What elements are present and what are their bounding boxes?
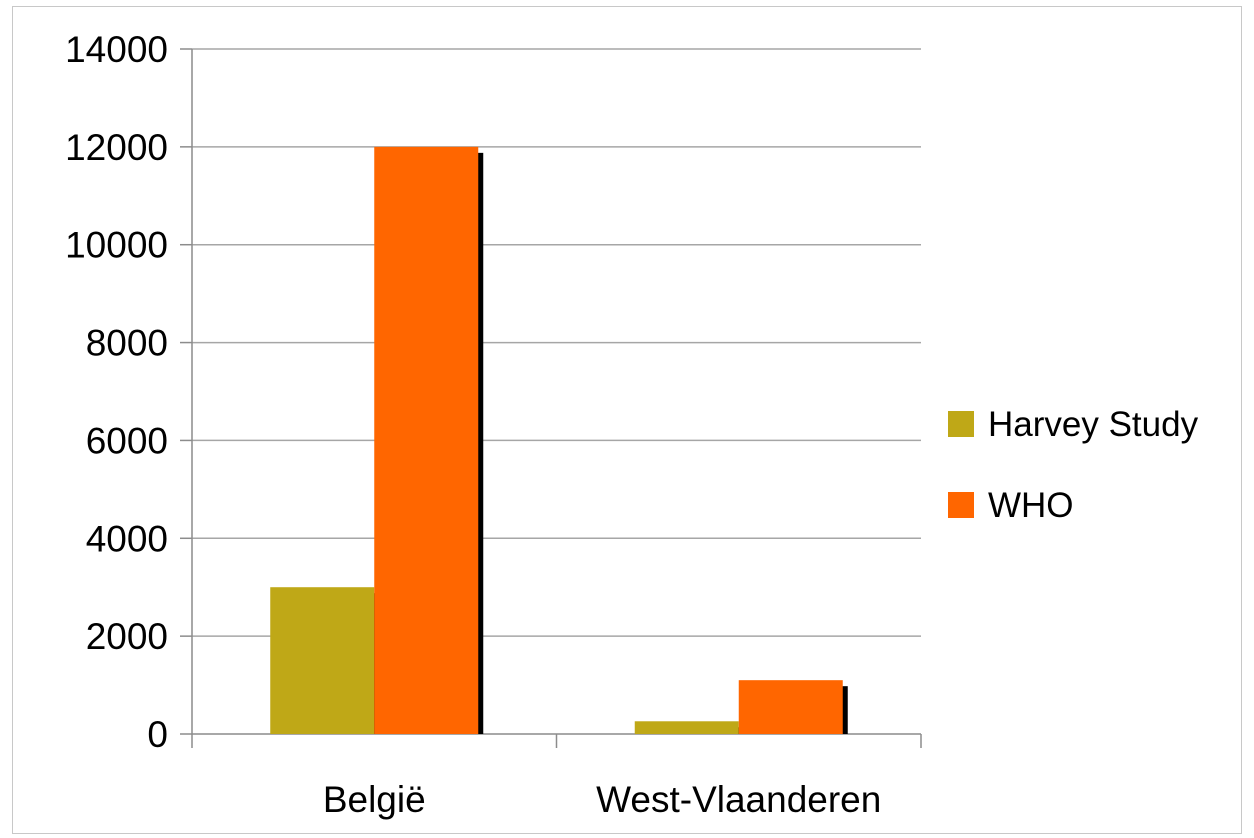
- bar-who: [374, 146, 479, 734]
- y-tick-label: 14000: [65, 29, 168, 70]
- legend-label: Harvey Study: [988, 405, 1199, 444]
- legend: Harvey Study WHO: [948, 405, 1199, 525]
- bar-shadow: [841, 686, 848, 734]
- bar-harvey-study: [270, 587, 375, 734]
- y-tick-label: 6000: [86, 420, 168, 461]
- chart-frame: [12, 6, 1242, 834]
- legend-label: WHO: [988, 486, 1074, 525]
- y-axis-tick-labels: 0 2000 4000 6000 8000 10000 12000 14000: [65, 29, 168, 755]
- x-category-label: België: [323, 779, 426, 820]
- bar-harvey-study: [634, 721, 739, 734]
- y-tick-label: 8000: [86, 323, 168, 364]
- y-tick-label: 10000: [65, 225, 168, 266]
- y-tick-label: 12000: [65, 127, 168, 168]
- y-tick-label: 2000: [86, 616, 168, 657]
- legend-swatch: [948, 411, 974, 437]
- bar-shadow: [477, 152, 484, 734]
- gridlines: [192, 48, 921, 637]
- y-tick-label: 4000: [86, 518, 168, 559]
- x-axis-category-labels: België West-Vlaanderen: [323, 779, 882, 820]
- bar-who: [738, 680, 843, 734]
- bars: [270, 146, 848, 734]
- legend-swatch: [948, 492, 974, 518]
- y-tick-label: 0: [147, 714, 168, 755]
- x-category-label: West-Vlaanderen: [596, 779, 881, 820]
